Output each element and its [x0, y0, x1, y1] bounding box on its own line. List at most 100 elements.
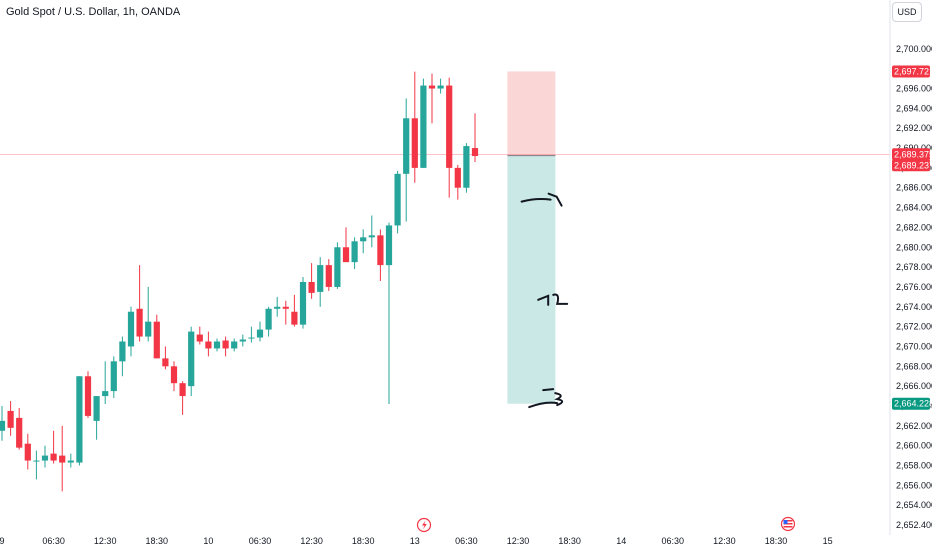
us-flag-icon[interactable]	[780, 516, 796, 532]
candle[interactable]	[256, 321, 264, 342]
candle[interactable]	[325, 259, 332, 291]
lightning-icon[interactable]	[416, 517, 432, 533]
candle[interactable]	[33, 450, 40, 480]
candle[interactable]	[84, 371, 92, 418]
candle[interactable]	[102, 361, 109, 405]
candle-body	[403, 118, 410, 174]
candle[interactable]	[454, 164, 461, 200]
candle[interactable]	[291, 294, 298, 327]
candle-body	[291, 311, 298, 325]
candle[interactable]	[59, 425, 66, 492]
candle-body	[0, 420, 6, 431]
candle[interactable]	[420, 78, 427, 168]
price-tag: 2,697.721	[892, 65, 932, 78]
candle-body	[127, 311, 135, 347]
candle[interactable]	[162, 346, 169, 370]
candle[interactable]	[153, 314, 160, 359]
candle[interactable]	[437, 78, 444, 94]
candle-body	[282, 306, 289, 309]
candle[interactable]	[119, 336, 126, 377]
candle[interactable]	[24, 433, 31, 470]
candle[interactable]	[403, 98, 410, 222]
currency-selector[interactable]: USD	[892, 2, 922, 22]
candle[interactable]	[299, 277, 307, 329]
candle-body	[299, 281, 307, 325]
candle-body	[119, 341, 126, 362]
price-axis[interactable]: 2,652.400 2,654.000 2,656.000 2,658.000 2,66…	[889, 0, 932, 535]
candle[interactable]	[411, 71, 418, 183]
candle[interactable]	[394, 170, 401, 234]
time-tick-label: 12:30	[300, 536, 323, 546]
candle[interactable]	[7, 401, 14, 436]
candle[interactable]	[360, 229, 367, 254]
price-tick-label: 2,696.000	[896, 84, 932, 94]
handwritten-annotations[interactable]	[520, 192, 569, 409]
candle-body	[16, 417, 23, 448]
candle[interactable]	[317, 257, 324, 307]
candle[interactable]	[170, 361, 178, 392]
stop-loss-zone[interactable]	[507, 71, 556, 156]
candle[interactable]	[308, 263, 315, 299]
candle[interactable]	[0, 405, 6, 441]
annotation-t2[interactable]	[537, 293, 569, 306]
candle[interactable]	[179, 381, 186, 415]
candle[interactable]	[265, 306, 272, 337]
candle-body	[377, 235, 384, 266]
candle[interactable]	[231, 338, 238, 352]
candle[interactable]	[368, 215, 375, 248]
candle[interactable]	[205, 331, 212, 357]
candle[interactable]	[282, 300, 289, 325]
candle[interactable]	[463, 143, 470, 193]
underline-stroke	[520, 197, 552, 203]
candle[interactable]	[16, 407, 23, 450]
candle-body	[93, 396, 100, 421]
candle[interactable]	[41, 445, 49, 468]
symbol-title[interactable]: Gold Spot / U.S. Dollar, 1h, OANDA	[6, 6, 181, 18]
candle-body	[463, 146, 470, 188]
candle[interactable]	[342, 227, 350, 263]
candle[interactable]	[385, 222, 393, 405]
candle[interactable]	[274, 296, 281, 317]
candle[interactable]	[145, 286, 152, 342]
take-profit-zone[interactable]	[507, 155, 556, 404]
candle-body	[248, 337, 255, 339]
candle[interactable]	[127, 306, 135, 357]
candle[interactable]	[213, 338, 221, 352]
candle-body	[317, 265, 324, 292]
candle-body	[454, 167, 461, 188]
candle[interactable]	[67, 453, 74, 468]
candle[interactable]	[196, 326, 203, 345]
candle[interactable]	[110, 356, 117, 399]
candle[interactable]	[377, 229, 384, 281]
candle[interactable]	[50, 430, 57, 464]
time-tick-label: 15	[823, 536, 833, 546]
candles[interactable]	[0, 71, 479, 492]
candle[interactable]	[248, 326, 255, 343]
candle[interactable]	[76, 376, 83, 466]
event-icons[interactable]	[416, 516, 796, 533]
candle-body	[385, 225, 393, 266]
price-tick-label: 2,654.000	[896, 500, 932, 510]
time-axis[interactable]: 9 06:30 12:30 18:30 10 06:30 12:30 18:30 13 06:30…	[0, 535, 890, 546]
candle-body	[76, 376, 83, 463]
candle-body	[41, 455, 49, 461]
annotation-t1[interactable]	[520, 192, 563, 207]
candle[interactable]	[446, 77, 453, 198]
candle[interactable]	[136, 265, 143, 342]
candle[interactable]	[93, 396, 100, 440]
candle-body	[265, 308, 272, 330]
candle-body	[360, 237, 367, 242]
position-tool[interactable]	[507, 71, 556, 404]
candle[interactable]	[222, 336, 229, 357]
candle[interactable]	[188, 326, 195, 397]
annotation-t3[interactable]	[528, 388, 564, 409]
candle[interactable]	[471, 113, 479, 162]
time-tick-label: 12:30	[713, 536, 736, 546]
candle[interactable]	[239, 334, 246, 347]
candle[interactable]	[351, 237, 358, 270]
price-tick-label: 2,666.000	[896, 381, 932, 391]
candle[interactable]	[334, 242, 341, 289]
candle[interactable]	[428, 73, 436, 124]
